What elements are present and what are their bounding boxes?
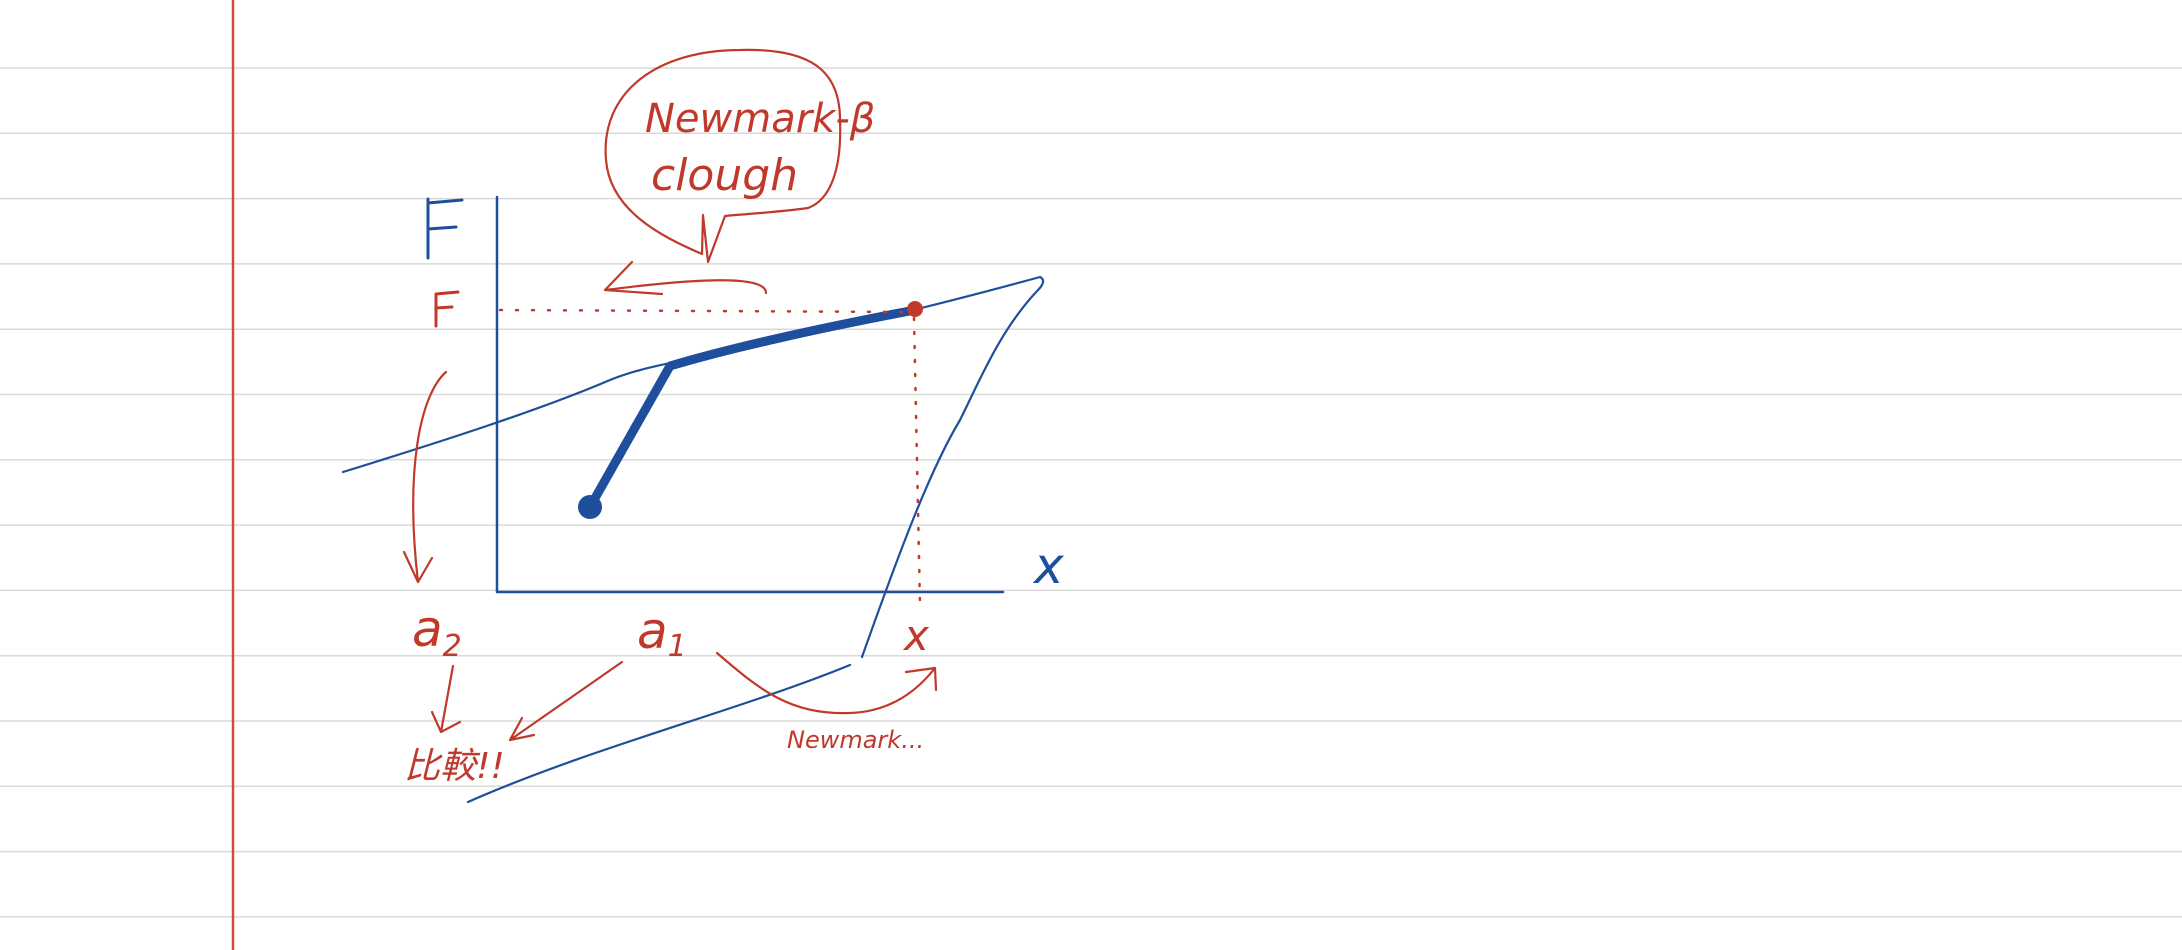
arrow-newmark-a1-to-x (715, 651, 938, 715)
axes (495, 195, 1005, 594)
arrow-a2-to-compare (430, 664, 462, 734)
compare-note: 比較!! (404, 746, 505, 787)
envelope-curve-lower (466, 663, 852, 804)
x-axis-label: x (1032, 537, 1064, 595)
displacement-guide-line (912, 316, 922, 607)
bubble-text-newmark-beta: Newmark-β (645, 96, 875, 142)
arrow-a1-to-compare (508, 660, 624, 742)
speech-bubble (604, 48, 842, 264)
bubble-text-clough: clough (651, 150, 798, 201)
a2-label: a2 (412, 600, 462, 664)
newmark-note: Newmark... (787, 726, 924, 754)
force-guide-line (498, 308, 907, 314)
response-path (585, 305, 920, 512)
start-point (578, 495, 602, 519)
a1-label: a1 (637, 602, 687, 664)
displacement-value-label: x (902, 611, 930, 660)
target-point (907, 301, 923, 317)
envelope-curve-upper (341, 275, 1045, 659)
arrow-to-force (603, 260, 768, 296)
arrow-f-to-a2 (402, 370, 448, 584)
ruled-lines (0, 67, 2182, 918)
force-value-letter-f (434, 290, 460, 328)
y-axis-letter-f (426, 197, 464, 260)
